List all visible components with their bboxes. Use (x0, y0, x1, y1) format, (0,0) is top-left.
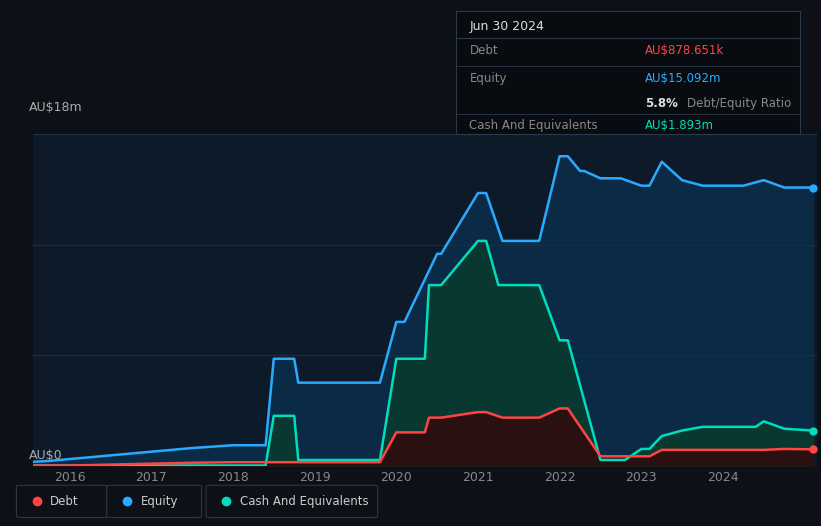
Text: 5.8%: 5.8% (645, 97, 678, 110)
Text: AU$15.092m: AU$15.092m (645, 72, 722, 85)
Text: Debt: Debt (470, 44, 498, 57)
Text: Equity: Equity (140, 494, 178, 508)
Text: Debt/Equity Ratio: Debt/Equity Ratio (686, 97, 791, 110)
Text: AU$1.893m: AU$1.893m (645, 119, 714, 133)
Text: Cash And Equivalents: Cash And Equivalents (470, 119, 598, 133)
FancyBboxPatch shape (107, 485, 202, 518)
Text: AU$0: AU$0 (29, 449, 62, 462)
Text: AU$18m: AU$18m (29, 101, 83, 114)
Text: AU$878.651k: AU$878.651k (645, 44, 725, 57)
FancyBboxPatch shape (16, 485, 107, 518)
Text: Equity: Equity (470, 72, 507, 85)
FancyBboxPatch shape (206, 485, 378, 518)
Text: Cash And Equivalents: Cash And Equivalents (240, 494, 369, 508)
Text: Jun 30 2024: Jun 30 2024 (470, 21, 544, 34)
Text: Debt: Debt (50, 494, 79, 508)
